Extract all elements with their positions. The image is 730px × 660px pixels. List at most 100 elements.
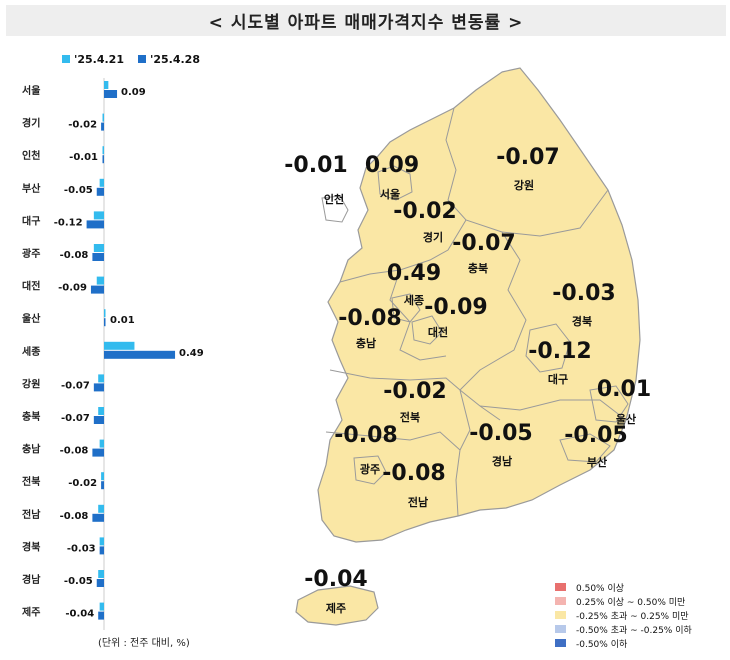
data-label: -0.03 — [67, 543, 96, 554]
category-label: 대전 — [22, 280, 40, 293]
bar — [104, 318, 106, 327]
bar — [98, 504, 104, 513]
border-gyeongnam — [455, 389, 471, 517]
map-region-name: 대구 — [548, 372, 568, 386]
data-label: -0.07 — [61, 380, 90, 391]
map-region-name: 전남 — [408, 495, 428, 509]
border-chungbuk-gyeongbuk — [459, 231, 527, 391]
map-value-label: -0.08 — [338, 306, 401, 331]
data-label: -0.05 — [64, 576, 93, 587]
legend-label: -0.25% 초과 ~ 0.25% 미만 — [576, 611, 689, 622]
map-value-label: -0.04 — [304, 567, 367, 592]
bar — [99, 546, 104, 555]
korea-map: -0.01 인천 0.09 서울 -0.07 강원 -0.02 경기 -0.07 충북 0.49 세종… — [284, 67, 651, 626]
map-region-name: 충남 — [356, 336, 376, 350]
bar — [104, 90, 118, 98]
border-gwangju — [353, 455, 387, 485]
bar — [99, 537, 104, 546]
map-value-label: 0.01 — [597, 377, 651, 402]
data-label: -0.09 — [58, 283, 87, 294]
bar — [99, 439, 104, 448]
map-value-label: -0.12 — [528, 339, 591, 364]
bar — [93, 383, 104, 392]
map-value-label: -0.02 — [393, 199, 456, 224]
data-label: -0.07 — [61, 413, 90, 424]
bar — [104, 81, 109, 89]
legend-marker — [62, 55, 70, 63]
map-value-label: 0.49 — [387, 261, 441, 286]
border-chungnam-chungbuk — [389, 269, 447, 361]
map-value-label: -0.01 — [284, 153, 347, 178]
category-label: 울산 — [22, 312, 41, 325]
data-label: -0.05 — [64, 185, 93, 196]
category-label: 경북 — [22, 540, 40, 553]
data-label: -0.08 — [60, 511, 89, 522]
border-daejeon — [411, 315, 443, 345]
border-incheon — [321, 195, 349, 223]
category-label: 제주 — [22, 606, 40, 619]
category-label: 서울 — [22, 84, 40, 97]
category-label: 경남 — [22, 573, 41, 586]
bar — [99, 602, 104, 611]
chart-title: < 시도별 아파트 매매가격지수 변동률 > — [6, 5, 726, 36]
category-label: 부산 — [22, 182, 41, 195]
category-label: 충북 — [22, 410, 40, 423]
bar — [99, 178, 104, 187]
bar — [93, 211, 104, 220]
bar — [101, 122, 104, 131]
bar — [98, 374, 104, 383]
bar — [93, 416, 104, 424]
map-region-name: 인천 — [324, 192, 344, 206]
map-value-label: -0.08 — [382, 461, 445, 486]
border-gangwon-south — [501, 189, 609, 237]
map-value-label: -0.07 — [452, 231, 515, 256]
legend-item: 0.50% 이상 — [555, 580, 725, 594]
data-label: -0.12 — [54, 217, 83, 228]
bar — [92, 253, 104, 261]
data-label: 0.09 — [121, 87, 146, 98]
legend-item: -0.50% 초과 ~ -0.25% 이하 — [555, 622, 725, 636]
data-label: 0.01 — [110, 315, 135, 326]
data-label: -0.08 — [60, 446, 89, 457]
jeju-island — [295, 585, 379, 626]
legend-series-label: '25.4.21 — [74, 53, 124, 66]
map-borders — [321, 107, 629, 517]
legend: 0.50% 이상 0.25% 이상 ~ 0.50% 미만 -0.25% 초과 ~… — [555, 580, 725, 650]
border-daegu — [525, 323, 571, 373]
bar — [98, 611, 104, 620]
category-label: 전북 — [22, 475, 40, 488]
legend-label: 0.25% 이상 ~ 0.50% 미만 — [576, 597, 686, 608]
bar — [96, 187, 104, 196]
category-label: 세종 — [22, 345, 40, 358]
map-region-name: 부산 — [587, 455, 607, 469]
map-region-name: 울산 — [616, 412, 636, 426]
legend-label: 0.50% 이상 — [576, 583, 625, 594]
map-region-name: 광주 — [360, 463, 380, 476]
data-label: -0.04 — [65, 609, 94, 620]
border-sejong — [391, 293, 421, 323]
map-value-label: -0.02 — [383, 379, 446, 404]
border-ulsan — [589, 385, 629, 423]
legend-swatch — [555, 625, 566, 633]
bar — [98, 407, 104, 415]
legend-marker — [138, 55, 146, 63]
map-value-label: -0.05 — [564, 423, 627, 448]
legend-swatch — [555, 639, 566, 647]
bar — [101, 481, 104, 490]
bar — [104, 309, 106, 318]
bar — [102, 146, 104, 155]
map-region-name: 경북 — [572, 314, 592, 328]
legend-label: -0.50% 초과 ~ -0.25% 이하 — [576, 625, 692, 636]
map-value-label: -0.05 — [469, 421, 532, 446]
map-text-layer: -0.01 인천 0.09 서울 -0.07 강원 -0.02 경기 -0.07 충북 0.49 세종… — [284, 145, 651, 615]
bar — [101, 472, 104, 481]
category-label: 충남 — [22, 443, 41, 456]
category-label: 대구 — [22, 214, 40, 227]
map-region-name: 대전 — [428, 325, 448, 339]
bar — [102, 155, 104, 164]
bar — [98, 570, 104, 578]
map-regions — [295, 67, 641, 626]
legend-item: 0.25% 이상 ~ 0.50% 미만 — [555, 594, 725, 608]
legend-swatch — [555, 597, 566, 605]
map-region-name: 서울 — [380, 187, 400, 201]
